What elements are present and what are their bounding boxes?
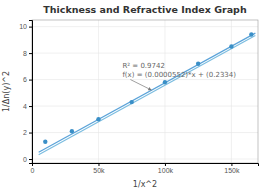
point	[130, 100, 134, 104]
grid-line	[164, 20, 165, 163]
tick-label: 10	[19, 23, 27, 30]
line	[39, 33, 256, 152]
x-axis: 0 50k 100k 150k	[31, 163, 259, 174]
grid-line	[32, 79, 258, 80]
annotation-arrow	[130, 80, 151, 91]
point	[163, 80, 167, 84]
point	[70, 129, 74, 133]
tick-mark	[29, 159, 32, 160]
annotation-line: f(x) = (0.0000552)*x + (0.2334)	[122, 71, 236, 79]
points	[43, 32, 253, 144]
tick-mark	[231, 163, 232, 166]
chart: 0 50k 100k 150k 0 2 4 6 8 10 R² = 0.9742f(x) = (0.…	[0, 0, 266, 190]
grid-line	[231, 20, 232, 163]
tick-mark	[29, 106, 32, 107]
plot-frame	[32, 20, 258, 163]
tick: 8	[23, 50, 32, 57]
grid	[32, 20, 258, 163]
tick: 50k	[93, 163, 105, 174]
axis-line	[33, 164, 259, 167]
tick-label: 6	[23, 76, 27, 83]
plot-area	[39, 32, 256, 154]
tick-label: 2	[23, 129, 27, 136]
tick: 6	[23, 76, 32, 83]
tick-mark	[29, 53, 32, 54]
tick-mark	[98, 163, 99, 166]
tick: 100k	[158, 163, 174, 174]
tick-label: 0	[31, 167, 35, 174]
point	[196, 61, 200, 65]
tick: 4	[23, 103, 32, 110]
tick: 0	[23, 156, 32, 163]
tick-label: 4	[23, 103, 27, 110]
grid-line	[32, 106, 258, 107]
point	[43, 140, 47, 144]
annotation-text: R² = 0.9742f(x) = (0.0000552)*x + (0.233…	[122, 62, 236, 79]
tick-label: 150k	[224, 167, 240, 174]
tick-label: 0	[23, 156, 27, 163]
annotation: R² = 0.9742f(x) = (0.0000552)*x + (0.233…	[122, 62, 236, 90]
tick-label: 50k	[93, 167, 105, 174]
tick: 0	[31, 163, 35, 174]
tick: 150k	[224, 163, 240, 174]
line	[39, 36, 256, 155]
tick-mark	[29, 133, 32, 134]
point	[96, 117, 100, 121]
tick-label: 8	[23, 50, 27, 57]
title: Thickness and Refractive Index Graph	[43, 4, 247, 15]
tick-mark	[29, 80, 32, 81]
tick-label: 100k	[158, 167, 174, 174]
grid-line	[32, 159, 258, 160]
grid-line	[32, 26, 258, 27]
tick-mark	[165, 163, 166, 166]
axis-line	[29, 21, 33, 164]
point	[249, 32, 253, 36]
y-axis: 0 2 4 6 8 10	[19, 21, 32, 164]
grid-line	[98, 20, 99, 163]
point	[229, 44, 233, 48]
tick: 2	[23, 129, 32, 136]
x-axis-title: 1/x^2	[133, 180, 157, 189]
tick-mark	[29, 27, 32, 28]
y-axis-title: 1/Δn(y)^2	[2, 71, 11, 112]
grid-line	[32, 132, 258, 133]
tick: 10	[19, 23, 32, 30]
annotation-line: R² = 0.9742	[122, 62, 164, 70]
